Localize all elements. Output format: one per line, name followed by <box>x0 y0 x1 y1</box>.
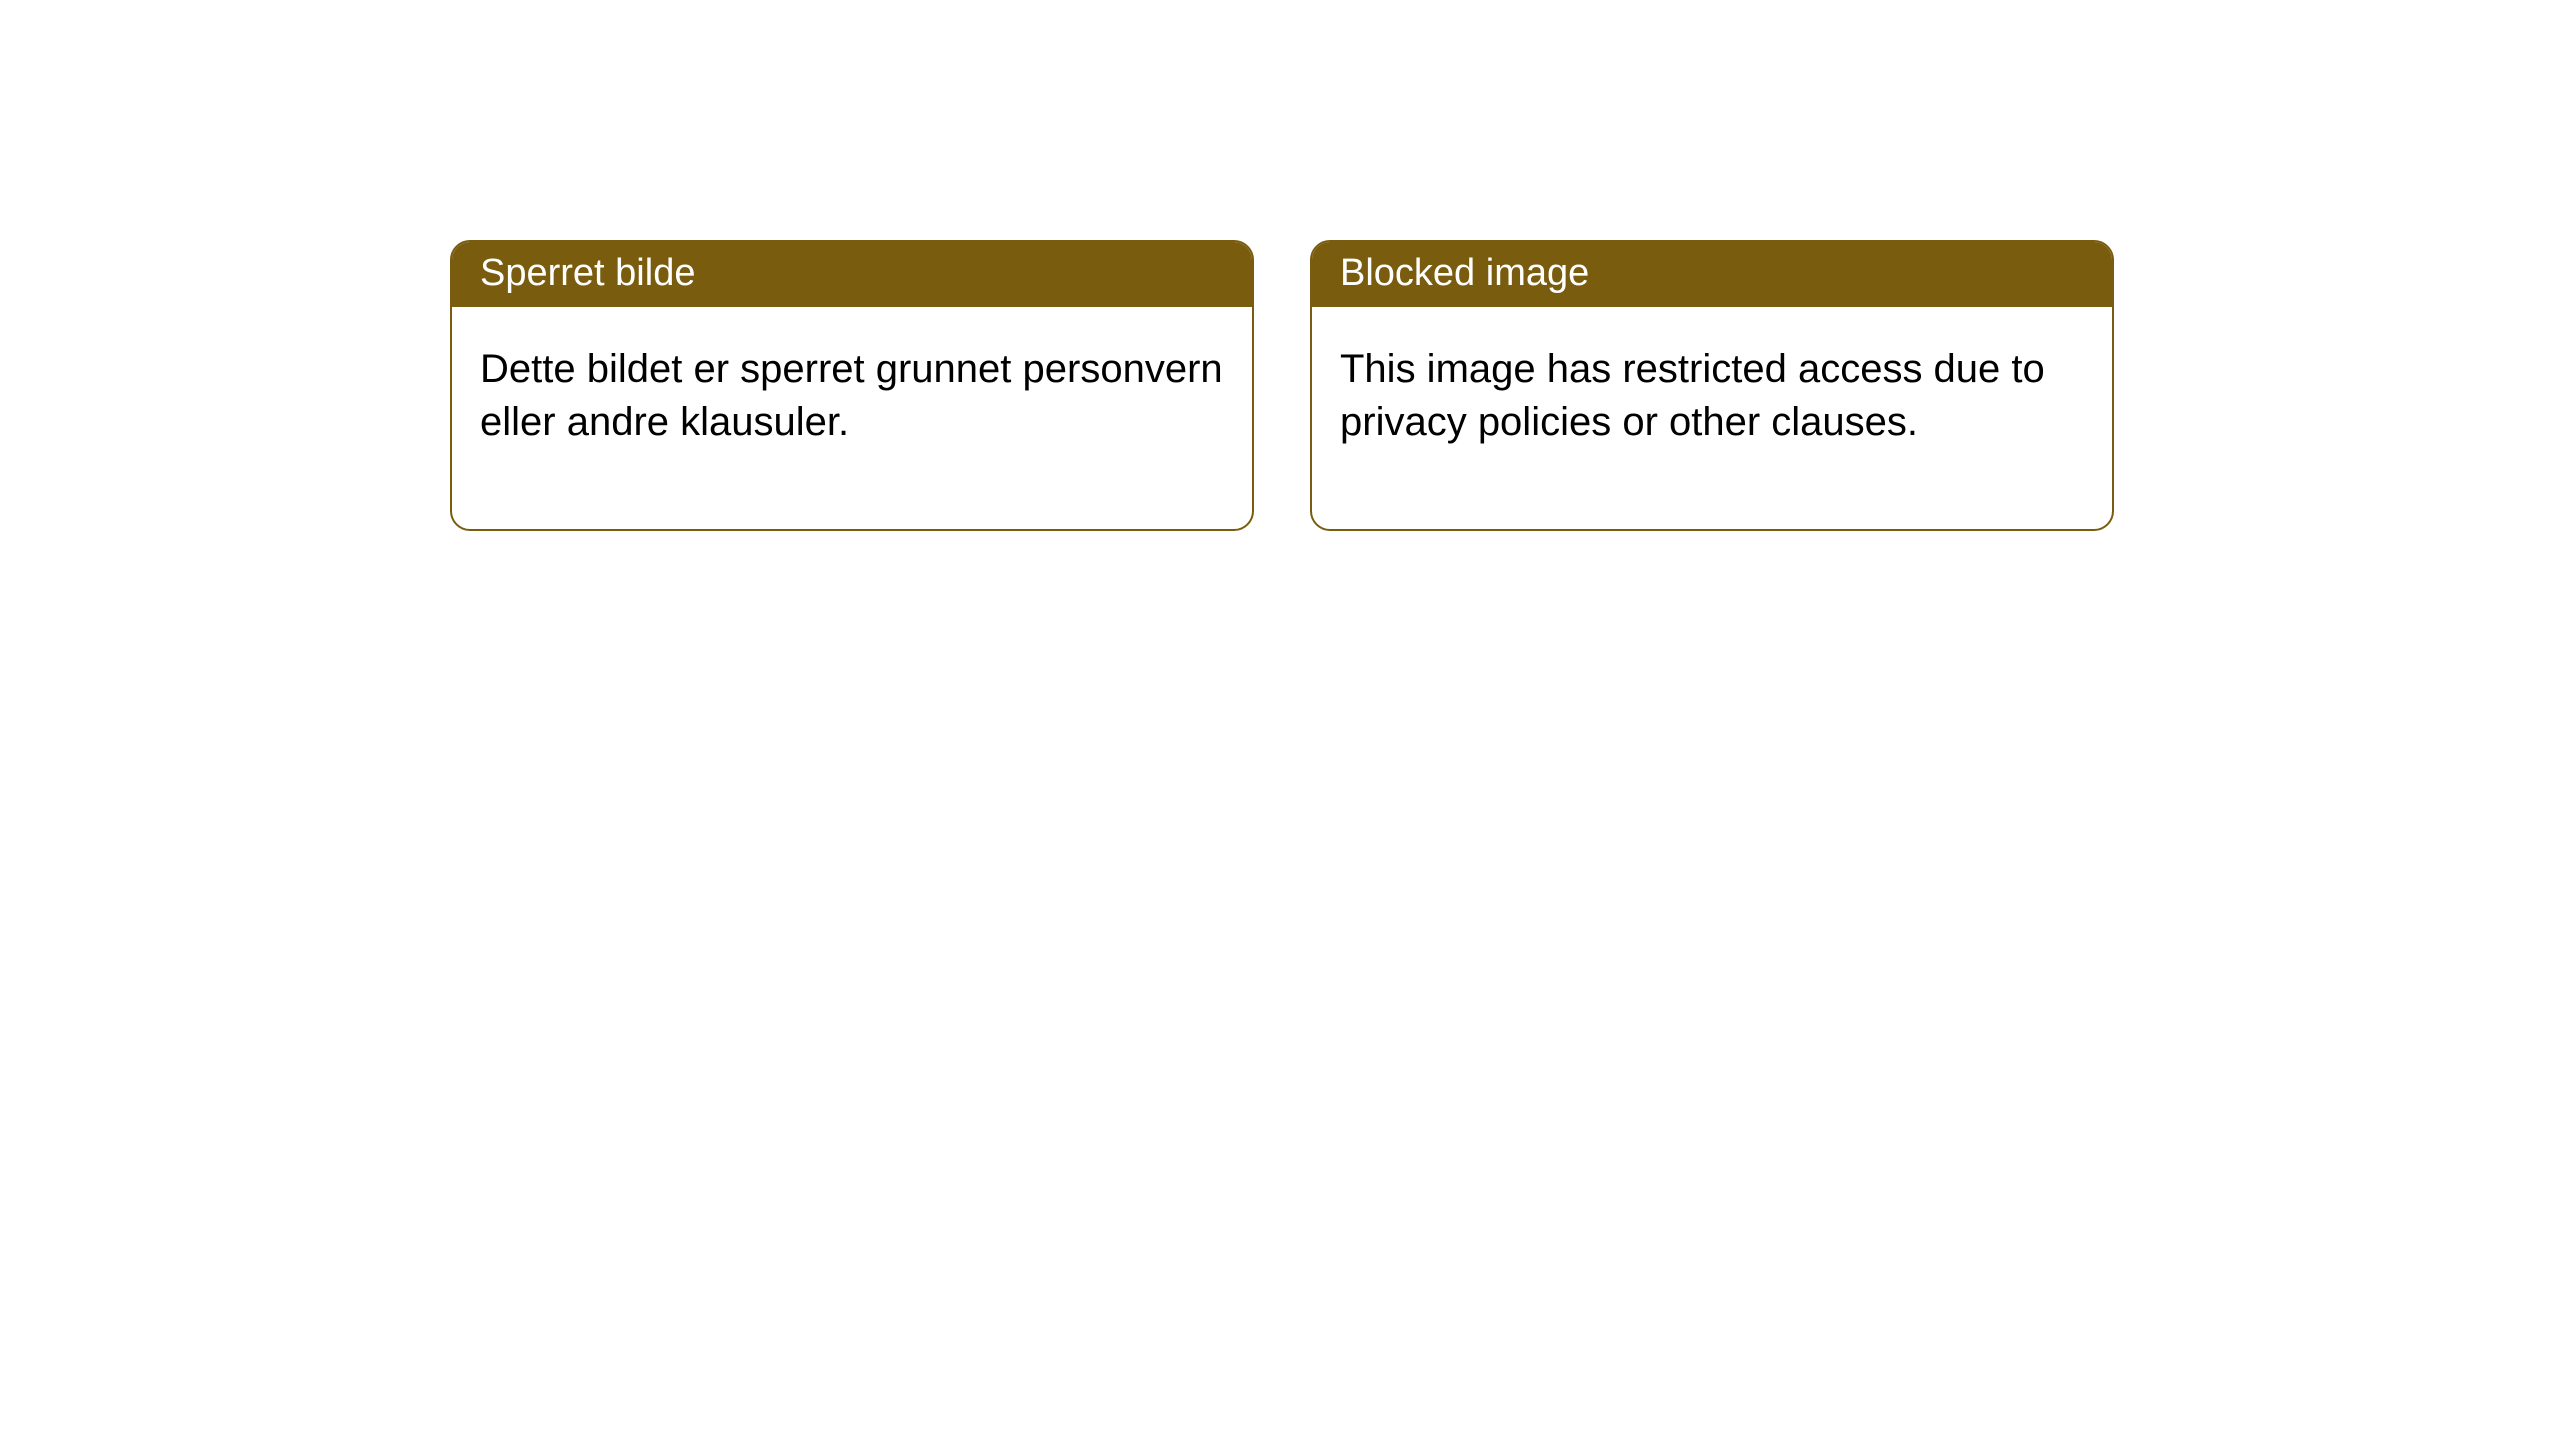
notice-header: Sperret bilde <box>452 242 1252 307</box>
notice-title: Blocked image <box>1340 252 1589 294</box>
notice-message: This image has restricted access due to … <box>1340 347 2045 444</box>
notice-body: This image has restricted access due to … <box>1312 307 2112 529</box>
notice-title: Sperret bilde <box>480 252 695 294</box>
notice-container: Sperret bilde Dette bildet er sperret gr… <box>450 240 2114 531</box>
notice-message: Dette bildet er sperret grunnet personve… <box>480 347 1223 444</box>
notice-card-norwegian: Sperret bilde Dette bildet er sperret gr… <box>450 240 1254 531</box>
notice-body: Dette bildet er sperret grunnet personve… <box>452 307 1252 529</box>
notice-card-english: Blocked image This image has restricted … <box>1310 240 2114 531</box>
notice-header: Blocked image <box>1312 242 2112 307</box>
